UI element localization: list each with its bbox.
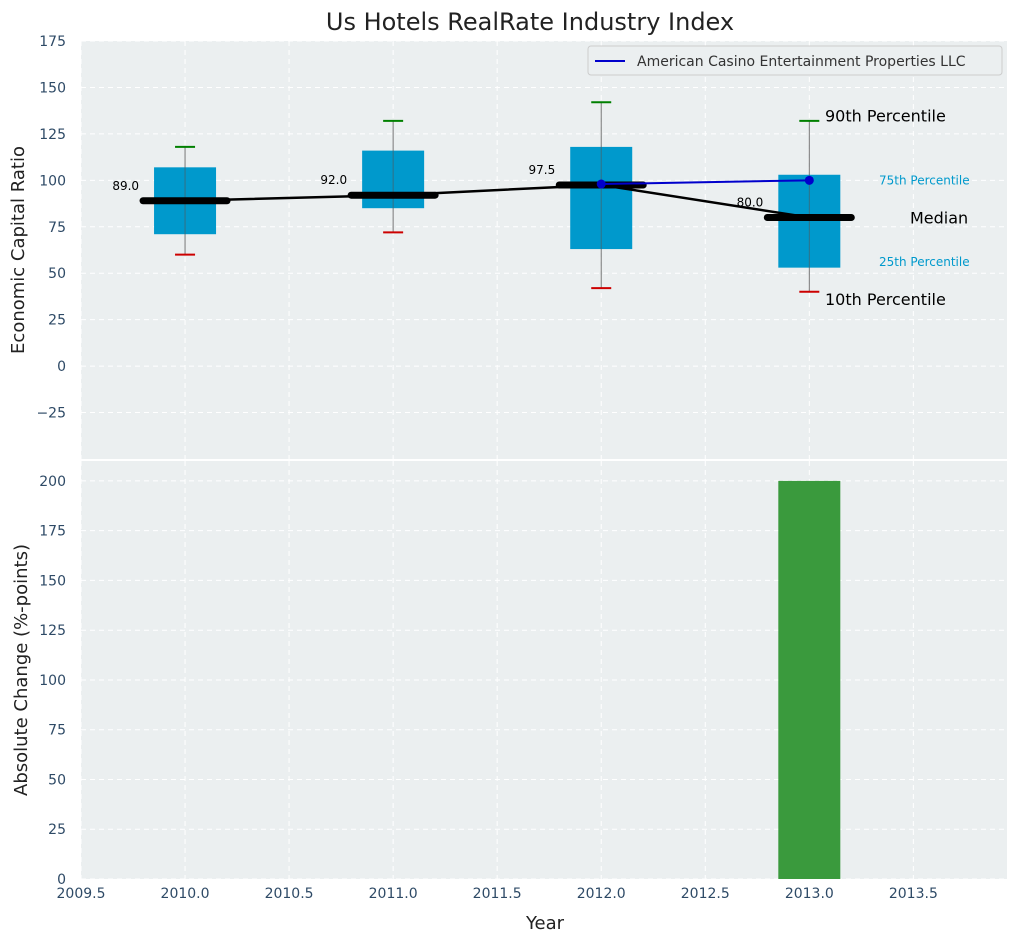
bottom-x-ticks: 2009.5 2010.0 2010.5 2011.0 2011.5 2012.0 2012… [57,886,938,902]
x-axis-label: Year [525,913,565,934]
bottom-y-tick-label: 200 [39,474,66,490]
x-tick-label: 2011.0 [369,886,418,902]
top-y-tick-label: 25 [48,313,66,329]
x-tick-label: 2013.0 [785,886,834,902]
legend: American Casino Entertainment Properties… [587,45,1003,76]
series-point [804,175,814,185]
median-trend-line [185,183,810,219]
top-y-tick-label: 75 [48,220,66,236]
median-label: 92.0 [320,173,347,187]
median-label: 97.5 [529,163,556,177]
bottom-y-axis-label: Absolute Change (%-points) [11,544,32,796]
bottom-y-tick-label: 175 [39,524,66,540]
x-tick-label: 2012.0 [577,886,626,902]
bottom-bars [778,480,841,879]
top-y-tick-label: 125 [39,127,66,143]
median-label: 89.0 [112,179,139,193]
x-tick-label: 2012.5 [681,886,730,902]
top-y-tick-label: 50 [48,266,66,282]
bottom-y-tick-label: 125 [39,623,66,639]
bottom-y-tick-label: 0 [57,872,66,888]
chart-title: Us Hotels RealRate Industry Index [326,8,734,36]
bottom-y-tick-label: 100 [39,673,66,689]
annotation-p90: 90th Percentile [825,106,946,125]
top-y-tick-label: −25 [36,406,66,422]
top-boxes: 89.0 92.097.580.0 [112,101,855,293]
legend-box [587,45,1003,76]
top-y-ticks: −25 0 25 50 75 100 125 150 175 [36,34,66,422]
bottom-y-tick-label: 150 [39,573,66,589]
bottom-y-ticks: 0 25 50 75 100 125 150 175 200 [39,474,66,888]
annotation-median: Median [910,208,968,227]
annotation-p25: 25th Percentile [879,255,970,269]
top-y-tick-label: 150 [39,80,66,96]
x-tick-label: 2010.0 [161,886,210,902]
bottom-y-tick-label: 25 [48,822,66,838]
bottom-plot-background [81,461,1007,879]
series-line [601,179,810,186]
top-y-tick-label: 175 [39,34,66,50]
x-tick-label: 2009.5 [57,886,106,902]
top-annotations: 90th Percentile 75th Percentile Median 25th… [825,106,970,309]
top-y-tick-label: 0 [57,359,66,375]
top-y-axis-label: Economic Capital Ratio [8,146,29,354]
bottom-y-tick-label: 50 [48,772,66,788]
top-y-tick-label: 100 [39,173,66,189]
annotation-p75: 75th Percentile [879,173,970,187]
x-tick-label: 2010.5 [265,886,314,902]
bottom-grid [80,461,1007,880]
top-series [596,175,814,189]
x-tick-label: 2011.5 [473,886,522,902]
annotation-p10: 10th Percentile [825,290,946,309]
top-plot-background [81,41,1007,459]
bottom-y-tick-label: 75 [48,723,66,739]
x-tick-label: 2013.5 [889,886,938,902]
change-bar [778,480,841,879]
legend-series-label: American Casino Entertainment Properties… [637,54,966,70]
series-point [596,179,606,189]
